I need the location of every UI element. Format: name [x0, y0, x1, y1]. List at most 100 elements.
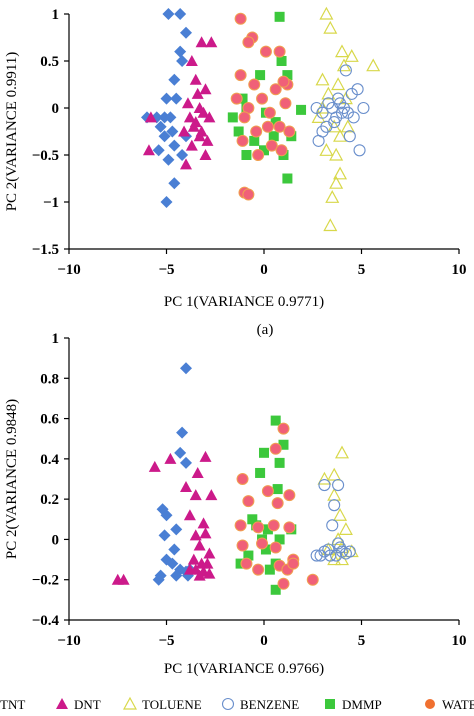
data-point — [236, 539, 249, 552]
data-point — [111, 573, 124, 585]
data-point — [331, 77, 346, 91]
data-point — [277, 422, 290, 435]
data-point — [353, 144, 366, 157]
data-point — [227, 112, 238, 123]
data-point — [187, 553, 200, 565]
data-point — [174, 45, 187, 58]
data-point — [271, 497, 284, 510]
x-tick-label: 0 — [260, 633, 268, 649]
data-point — [323, 218, 338, 232]
series-dnt — [111, 450, 218, 585]
data-point — [185, 55, 198, 66]
data-point — [178, 125, 191, 137]
data-point — [270, 415, 281, 426]
data-point — [263, 106, 276, 119]
data-point — [193, 569, 206, 581]
y-tick-label: 0 — [52, 532, 60, 548]
data-point — [248, 78, 261, 91]
data-point — [203, 567, 216, 579]
data-point — [287, 557, 300, 570]
data-point — [240, 557, 253, 570]
data-point — [319, 143, 334, 156]
data-point — [183, 563, 196, 575]
data-point — [250, 125, 263, 138]
data-point — [282, 173, 293, 184]
data-point — [269, 541, 282, 554]
data-point — [325, 190, 340, 203]
y-tick-label: 0 — [52, 101, 60, 117]
data-point — [152, 144, 165, 157]
data-point — [328, 116, 341, 129]
series-tnt — [152, 362, 196, 586]
data-point — [265, 139, 278, 152]
data-point — [327, 467, 342, 481]
data-point — [310, 549, 323, 562]
panel-caption: (a) — [257, 322, 274, 338]
legend-label: DNT — [74, 697, 101, 712]
legend-item-dnt: DNT — [56, 697, 101, 712]
data-point — [315, 72, 330, 86]
data-point — [317, 471, 332, 485]
legend-marker — [56, 698, 68, 709]
y-tick-label: −0.2 — [32, 573, 59, 589]
series-dnt — [142, 36, 218, 170]
legend-marker — [325, 699, 335, 709]
data-point — [162, 153, 175, 166]
data-point — [166, 557, 179, 570]
x-axis-label: PC 1(VARIANCE 0.9771) — [164, 294, 324, 310]
data-point — [269, 442, 282, 455]
data-point — [347, 111, 360, 124]
data-point — [195, 36, 208, 48]
data-point — [236, 473, 249, 485]
data-point — [144, 111, 157, 123]
data-point — [158, 130, 171, 143]
x-axis-label: PC 1(VARIANCE 0.9766) — [164, 661, 324, 677]
y-tick-label: 0.4 — [40, 452, 59, 468]
data-point — [230, 92, 243, 105]
data-point — [191, 87, 204, 99]
data-point — [180, 26, 192, 39]
data-point — [176, 426, 189, 439]
data-point — [183, 111, 196, 123]
data-point — [275, 144, 288, 157]
data-point — [158, 529, 171, 542]
series-toluene — [311, 6, 381, 232]
data-point — [255, 70, 266, 81]
data-point — [234, 519, 247, 532]
data-point — [154, 120, 167, 133]
series-water — [234, 422, 319, 590]
data-point — [243, 550, 254, 561]
data-point — [170, 523, 183, 536]
data-point — [316, 125, 329, 138]
data-point — [272, 484, 283, 495]
data-point — [279, 97, 292, 110]
data-point — [255, 467, 266, 478]
data-point — [366, 58, 381, 72]
data-point — [181, 97, 194, 109]
y-axis-label: PC 2(VARIANCE 0.9911) — [4, 52, 20, 212]
data-point — [203, 111, 216, 123]
chart-panel-a: 1 0.5 0 −0.5 −1 −1.5 −10 −5 0 5 10 PC 1(VARIANCE 0.… — [4, 6, 467, 338]
data-point — [283, 125, 296, 138]
legend-item-water: WATER — [425, 697, 474, 712]
legend-label: TOLUENE — [142, 697, 202, 712]
data-point — [278, 439, 289, 450]
data-point — [164, 452, 177, 464]
data-point — [268, 131, 279, 142]
data-point — [236, 134, 249, 147]
data-point — [338, 522, 353, 535]
legend: TNT DNT TOLUENE BENZENE DMMP WATER — [0, 696, 474, 712]
data-point — [252, 521, 265, 534]
data-point — [205, 489, 218, 501]
data-point — [326, 519, 339, 532]
data-point — [256, 92, 269, 105]
data-point — [334, 44, 350, 58]
data-point — [168, 73, 181, 86]
data-point — [264, 564, 275, 575]
data-point — [242, 495, 255, 508]
data-point — [160, 92, 173, 105]
y-tick-label: −1 — [43, 195, 59, 211]
data-point — [180, 481, 192, 493]
data-point — [333, 128, 348, 142]
